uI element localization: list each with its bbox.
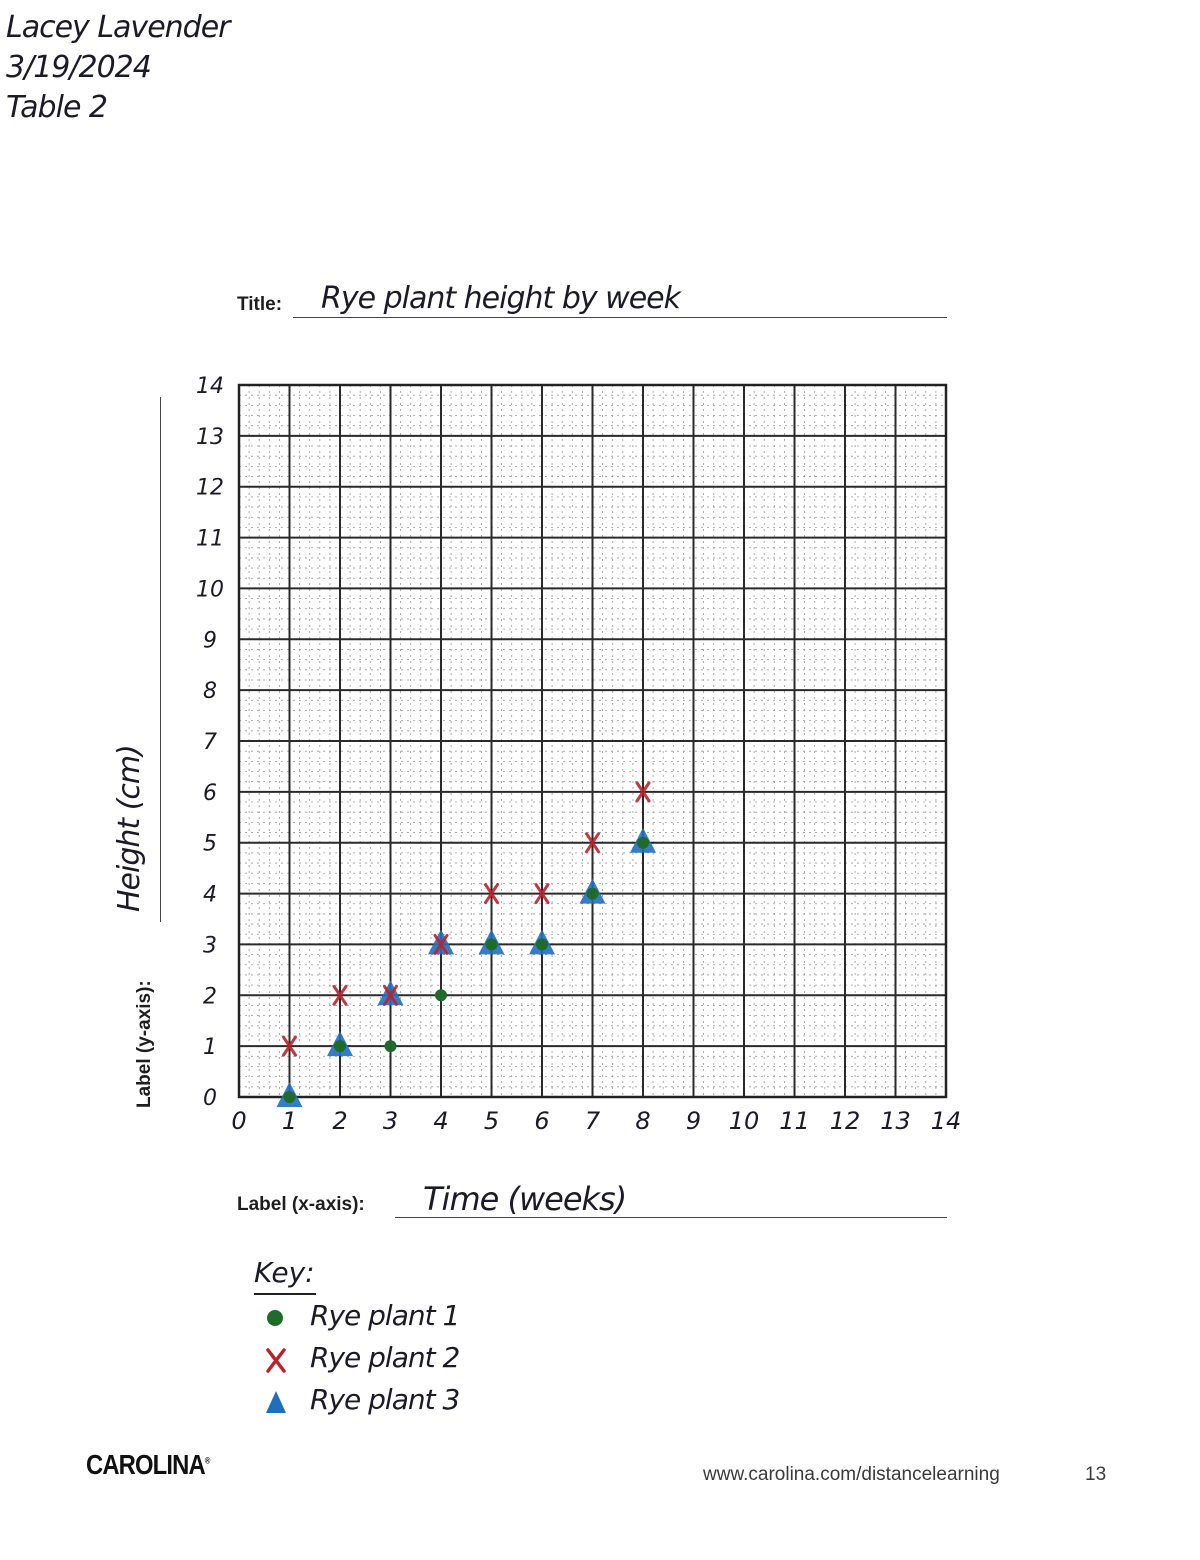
y-tick-label: 13 [196, 425, 224, 450]
date: 3/19/2024 [6, 50, 152, 85]
red-x-marker [282, 1035, 297, 1057]
x-tick-label: 10 [729, 1107, 760, 1135]
red-x-marker [383, 984, 398, 1006]
handwritten-header: Lacey Lavender 3/19/2024 Table 2 [6, 8, 230, 128]
legend-label: Rye plant 3 [310, 1383, 460, 1416]
x-tick-label: 13 [880, 1107, 911, 1135]
y-axis-label-field: Label (y-axis): Height (cm) [112, 397, 168, 1108]
y-axis-label-caption: Label (y-axis): [134, 980, 155, 1108]
x-tick-label: 4 [433, 1107, 448, 1135]
red-x-marker [534, 883, 550, 905]
page-number: 13 [1085, 1464, 1107, 1485]
legend-item-plant-2: Rye plant 2 [264, 1341, 460, 1379]
y-axis-label: Height (cm) [112, 745, 147, 912]
blue-triangle-icon [266, 1391, 286, 1413]
x-tick-label: 6 [534, 1107, 549, 1135]
x-tick-label: 0 [231, 1107, 246, 1135]
x-tick-label: 11 [779, 1107, 810, 1135]
y-tick-label: 8 [203, 679, 217, 704]
legend-item-plant-1: Rye plant 1 [264, 1299, 460, 1337]
x-tick-label: 3 [383, 1107, 398, 1135]
legend-label: Rye plant 2 [310, 1341, 460, 1374]
title-field: Title: Rye plant height by week [237, 281, 947, 318]
green-dot-marker [536, 938, 548, 951]
y-tick-label: 11 [196, 527, 224, 552]
green-dot-marker [435, 989, 447, 1002]
x-tick-label: 8 [635, 1107, 650, 1135]
green-dot-marker [637, 836, 649, 849]
y-tick-label: 7 [203, 730, 217, 755]
x-axis-underline [395, 1217, 947, 1218]
red-x-marker [433, 933, 449, 955]
x-axis-label: Time (weeks) [423, 1180, 627, 1218]
y-tick-label: 5 [203, 832, 217, 857]
y-tick-label: 10 [196, 577, 224, 602]
green-dot-marker [283, 1091, 296, 1103]
x-axis-label-caption: Label (x-axis): [237, 1194, 365, 1215]
title-label: Title: [237, 294, 283, 315]
plot-border [237, 383, 948, 1099]
red-x-icon [266, 1348, 286, 1373]
green-dot-marker [485, 938, 498, 951]
red-x-marker [332, 984, 348, 1006]
red-x-marker [484, 883, 499, 905]
x-tick-label: 12 [830, 1107, 861, 1135]
y-tick-label: 2 [203, 984, 217, 1009]
legend-title: Key: [254, 1256, 316, 1295]
y-tick-label: 1 [203, 1035, 217, 1060]
legend: Key: Rye plant 1 Rye plant 2 Rye plant 3 [254, 1256, 460, 1421]
x-tick-label: 5 [484, 1107, 499, 1135]
carolina-logo: CAROLINA® [86, 1449, 210, 1480]
red-x-marker [635, 781, 651, 803]
y-tick-label: 12 [196, 476, 224, 501]
y-tick-label: 6 [203, 781, 217, 806]
x-tick-label: 2 [332, 1107, 347, 1135]
green-dot-marker [384, 1040, 397, 1053]
x-tick-label: 1 [282, 1107, 297, 1135]
footer-url: www.carolina.com/distancelearning [703, 1464, 1000, 1485]
green-dot-icon [267, 1310, 283, 1326]
legend-item-plant-3: Rye plant 3 [264, 1383, 460, 1421]
y-tick-label: 4 [203, 883, 217, 908]
y-tick-label: 3 [203, 933, 217, 958]
x-tick-label: 7 [585, 1107, 601, 1135]
x-axis-label-field: Label (x-axis): Time (weeks) [237, 1178, 947, 1218]
x-tick-label: 14 [931, 1107, 962, 1135]
red-x-marker [585, 832, 600, 854]
title-underline [293, 317, 947, 318]
student-name: Lacey Lavender [6, 10, 230, 45]
green-dot-marker [586, 887, 599, 900]
legend-label: Rye plant 1 [310, 1299, 460, 1332]
green-dot-marker [334, 1040, 346, 1053]
x-tick-label: 9 [686, 1107, 701, 1135]
y-tick-label: 14 [196, 374, 224, 399]
chart-title: Rye plant height by week [321, 281, 681, 316]
table-number: Table 2 [6, 90, 108, 125]
y-tick-label: 9 [203, 628, 217, 653]
y-tick-label: 0 [203, 1086, 217, 1111]
